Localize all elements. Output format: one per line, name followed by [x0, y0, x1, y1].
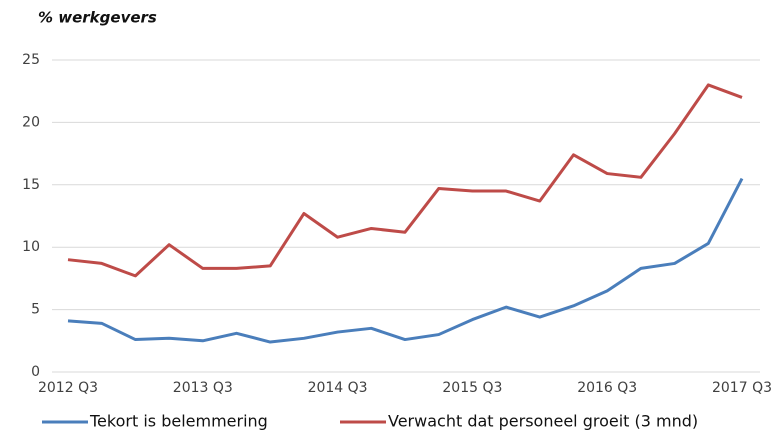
series-line — [67, 83, 743, 278]
x-tick-label: 2016 Q3 — [577, 380, 637, 396]
series-line — [67, 177, 744, 344]
y-tick-label: 20 — [22, 114, 40, 130]
y-tick-label: 15 — [22, 177, 40, 193]
legend-label: Verwacht dat personeel groeit (3 mnd) — [388, 412, 698, 431]
x-tick-label: 2012 Q3 — [38, 380, 98, 396]
y-tick-label: 5 — [31, 302, 40, 318]
chart-title: % werkgevers — [38, 9, 157, 27]
y-tick-label: 0 — [31, 364, 40, 380]
x-tick-label: 2013 Q3 — [173, 380, 233, 396]
y-tick-label: 25 — [22, 52, 40, 68]
x-tick-label: 2014 Q3 — [308, 380, 368, 396]
legend-label: Tekort is belemmering — [89, 412, 268, 431]
y-tick-label: 10 — [22, 239, 40, 255]
x-tick-label: 2017 Q3 — [712, 380, 772, 396]
x-tick-label: 2015 Q3 — [442, 380, 502, 396]
